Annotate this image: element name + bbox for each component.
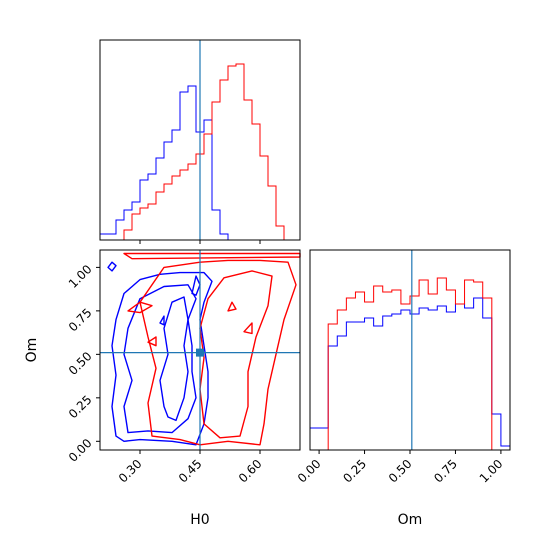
h0-om-contour-panel: 0.30 0.45 0.60 0.00 0.25 0.50 0.75 1.00: [66, 249, 301, 485]
contour-marks: [100, 250, 301, 450]
contour-3: [159, 296, 189, 422]
contour-0: [107, 261, 117, 272]
om-x-ticks: 0.00 0.25 0.50 0.75 1.00: [295, 450, 506, 485]
om-hist-marks: [309, 250, 511, 451]
contour-x-ticks: 0.30 0.45 0.60: [116, 450, 265, 485]
contour-y-ticks: 0.00 0.25 0.50 0.75 1.00: [66, 262, 100, 465]
truth-marker: [196, 348, 204, 357]
om-xtick-label-2: 0.50: [386, 457, 415, 486]
om-xtick-label-0: 0.00: [295, 457, 324, 486]
contour-8: [199, 270, 273, 439]
om-hist-series-1: [310, 277, 510, 451]
contour-10: [243, 322, 253, 335]
x-axis-label-om: Om: [398, 512, 423, 528]
om-xtick-label-1: 0.25: [340, 457, 369, 486]
contour-xtick-label-1: 0.45: [176, 457, 205, 486]
contour-ytick-label-0: 0.00: [66, 436, 95, 465]
h0-hist-marks: [99, 40, 300, 244]
om-xtick-label-4: 1.00: [477, 457, 506, 486]
om-hist-series-0: [309, 297, 511, 450]
contour-11: [127, 301, 153, 314]
contour-9: [227, 301, 237, 312]
contour-7: [139, 259, 297, 446]
contour-xtick-label-0: 0.30: [116, 457, 145, 486]
contour-ytick-label-3: 0.75: [66, 306, 95, 335]
contour-5: [159, 315, 165, 326]
h0-hist-series-1: [100, 63, 300, 241]
x-axis-label-h0: H0: [190, 512, 209, 528]
y-axis-label-om: Om: [24, 338, 40, 363]
contour-ytick-label-4: 1.00: [66, 262, 95, 291]
contour-2: [123, 284, 197, 434]
contour-xtick-label-2: 0.60: [236, 457, 265, 486]
contour-6: [123, 252, 301, 260]
h0-hist-frame: [99, 39, 301, 241]
om-xtick-label-3: 0.75: [431, 457, 460, 486]
contour-ytick-label-1: 0.25: [66, 393, 95, 422]
contour-1: [111, 271, 213, 446]
contour-ytick-label-2: 0.50: [66, 349, 95, 378]
om-hist-panel: 0.00 0.25 0.50 0.75 1.00: [295, 249, 511, 485]
contour-4: [191, 275, 201, 296]
contour-12: [147, 336, 157, 347]
h0-hist-panel: [99, 39, 301, 244]
om-hist-frame: [309, 249, 511, 451]
